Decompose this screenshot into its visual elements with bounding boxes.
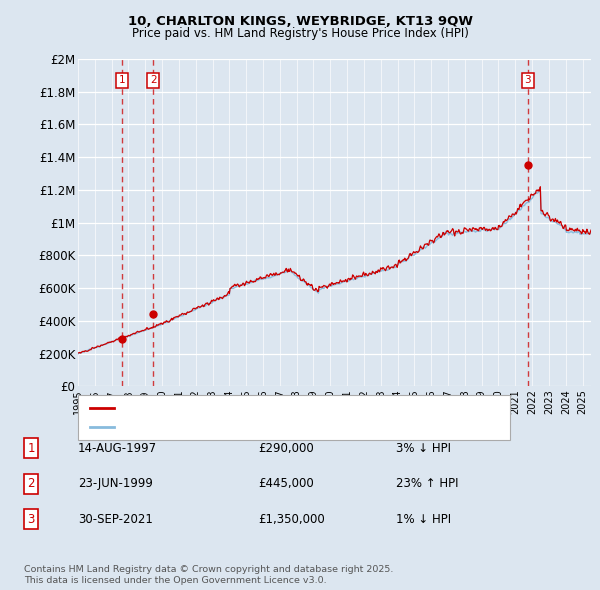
Text: £445,000: £445,000 <box>258 477 314 490</box>
Text: 3: 3 <box>28 513 35 526</box>
Text: 1% ↓ HPI: 1% ↓ HPI <box>396 513 451 526</box>
Text: 10, CHARLTON KINGS, WEYBRIDGE, KT13 9QW (detached house): 10, CHARLTON KINGS, WEYBRIDGE, KT13 9QW … <box>120 404 456 413</box>
Text: £1,350,000: £1,350,000 <box>258 513 325 526</box>
Text: 23% ↑ HPI: 23% ↑ HPI <box>396 477 458 490</box>
Text: 1: 1 <box>119 76 125 86</box>
Text: 14-AUG-1997: 14-AUG-1997 <box>78 442 157 455</box>
Text: 3: 3 <box>524 76 531 86</box>
Text: Contains HM Land Registry data © Crown copyright and database right 2025.: Contains HM Land Registry data © Crown c… <box>24 565 394 574</box>
Text: 2: 2 <box>28 477 35 490</box>
Text: 2: 2 <box>150 76 157 86</box>
Text: £290,000: £290,000 <box>258 442 314 455</box>
Text: 23-JUN-1999: 23-JUN-1999 <box>78 477 153 490</box>
Text: This data is licensed under the Open Government Licence v3.0.: This data is licensed under the Open Gov… <box>24 576 326 585</box>
Text: 30-SEP-2021: 30-SEP-2021 <box>78 513 153 526</box>
Text: 1: 1 <box>28 442 35 455</box>
Text: Price paid vs. HM Land Registry's House Price Index (HPI): Price paid vs. HM Land Registry's House … <box>131 27 469 40</box>
Text: HPI: Average price, detached house, Elmbridge: HPI: Average price, detached house, Elmb… <box>120 422 366 431</box>
Text: 10, CHARLTON KINGS, WEYBRIDGE, KT13 9QW: 10, CHARLTON KINGS, WEYBRIDGE, KT13 9QW <box>128 15 473 28</box>
Text: 3% ↓ HPI: 3% ↓ HPI <box>396 442 451 455</box>
